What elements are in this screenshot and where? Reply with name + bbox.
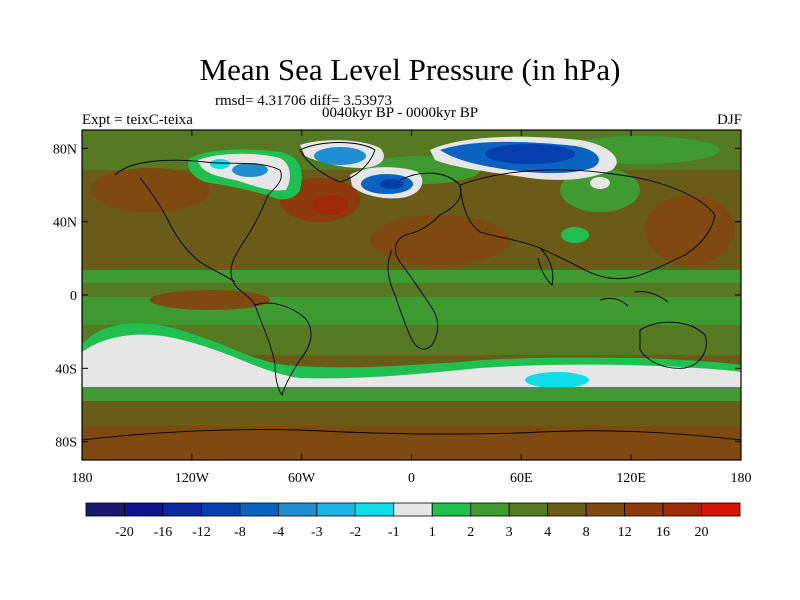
colorbar-swatch <box>124 502 164 517</box>
colorbar-swatch <box>85 502 125 517</box>
lon-tick-label: 180 <box>731 471 752 486</box>
colorbar-label: 3 <box>506 525 513 540</box>
colorbar-swatch <box>470 502 510 517</box>
colorbar-swatch <box>547 502 587 517</box>
coastlines <box>82 142 741 441</box>
lat-tick-label: 80S <box>55 436 77 451</box>
colorbar-label: 8 <box>583 525 590 540</box>
lon-tick-label: 60E <box>510 471 533 486</box>
colorbar-label: -3 <box>311 525 323 540</box>
axis-ticks: 80N 40N 0 40S 80S 180 120W 60W 0 60E 120E 180 <box>53 130 752 486</box>
lon-tick-label: 120E <box>616 471 646 486</box>
colorbar-label: -20 <box>115 525 134 540</box>
colorbar-swatch <box>585 502 625 517</box>
colorbar-swatch <box>201 502 241 517</box>
colorbar: -20 -16 -12 -8 -4 -3 -2 -1 1 2 3 4 8 12 16 20 <box>85 502 741 540</box>
colorbar-label: 2 <box>467 525 474 540</box>
colorbar-swatch <box>431 502 472 517</box>
season-label: DJF <box>716 112 742 128</box>
colorbar-swatch <box>277 502 318 517</box>
colorbar-label: -4 <box>273 525 285 540</box>
lat-tick-label: 0 <box>70 289 77 304</box>
colorbar-label: -16 <box>154 525 173 540</box>
colorbar-label: 1 <box>429 525 436 540</box>
colorbar-label: -2 <box>349 525 361 540</box>
lon-tick-label: 0 <box>408 471 415 486</box>
lon-tick-label: 180 <box>72 471 93 486</box>
colorbar-label: -1 <box>388 525 400 540</box>
lat-tick-label: 40S <box>55 362 77 377</box>
lat-tick-label: 80N <box>53 142 77 157</box>
colorbar-swatch <box>624 502 664 517</box>
colorbar-label: 12 <box>618 525 632 540</box>
plot-title: Mean Sea Level Pressure (in hPa) <box>199 52 621 87</box>
colorbar-label: -8 <box>234 525 246 540</box>
colorbar-swatch <box>354 502 395 517</box>
colorbar-swatch <box>662 502 702 517</box>
experiment-label: Expt = teixC-teixa <box>82 112 193 128</box>
colorbar-swatch <box>162 502 202 517</box>
period-text: 0040kyr BP - 0000kyr BP <box>322 105 479 121</box>
lat-tick-label: 40N <box>53 216 77 231</box>
pressure-field <box>82 130 741 460</box>
colorbar-swatch <box>239 502 279 517</box>
colorbar-swatch <box>508 502 549 517</box>
colorbar-swatch <box>701 502 741 517</box>
colorbar-swatch <box>316 502 356 517</box>
colorbar-swatch <box>393 502 433 517</box>
colorbar-label: 20 <box>695 525 709 540</box>
lon-tick-label: 120W <box>175 471 210 486</box>
colorbar-label: 16 <box>656 525 670 540</box>
colorbar-label: 4 <box>544 525 551 540</box>
stats-text: rmsd= 4.31706 diff= 3.53973 <box>215 93 393 109</box>
colorbar-label: -12 <box>192 525 211 540</box>
lon-tick-label: 60W <box>288 471 316 486</box>
